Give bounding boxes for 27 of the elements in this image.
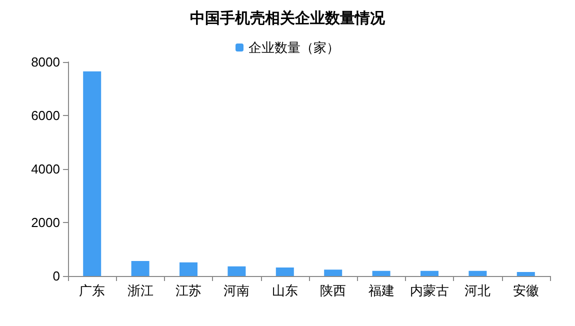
bar [276, 267, 294, 276]
bar [516, 272, 535, 276]
bar [83, 71, 102, 276]
y-tick-label: 0 [52, 268, 60, 284]
bar [324, 270, 342, 276]
x-tick-label: 山东 [272, 283, 298, 298]
x-tick-label: 广东 [79, 283, 106, 298]
chart-title: 中国手机壳相关企业数量情况 [190, 10, 386, 27]
x-tick-label: 陕西 [320, 283, 346, 298]
x-tick-label: 浙江 [127, 283, 154, 298]
bar [228, 266, 246, 276]
x-tick-label: 河南 [224, 283, 250, 298]
y-tick-label: 4000 [31, 162, 60, 176]
x-tick-label: 安徽 [512, 283, 539, 298]
bar [372, 270, 390, 276]
y-tick-label: 2000 [31, 215, 60, 230]
bar [180, 262, 198, 276]
x-tick-label: 江苏 [176, 283, 202, 298]
bar [468, 270, 487, 276]
bar [131, 261, 150, 276]
bar [420, 270, 438, 276]
x-tick-label: 内蒙古 [410, 283, 449, 298]
y-tick-label: 6000 [31, 108, 60, 123]
x-tick-label: 河北 [464, 283, 491, 298]
x-tick-label: 福建 [368, 283, 394, 298]
legend-label: 企业数量（家） [248, 40, 340, 55]
y-tick-label: 8000 [31, 54, 60, 70]
